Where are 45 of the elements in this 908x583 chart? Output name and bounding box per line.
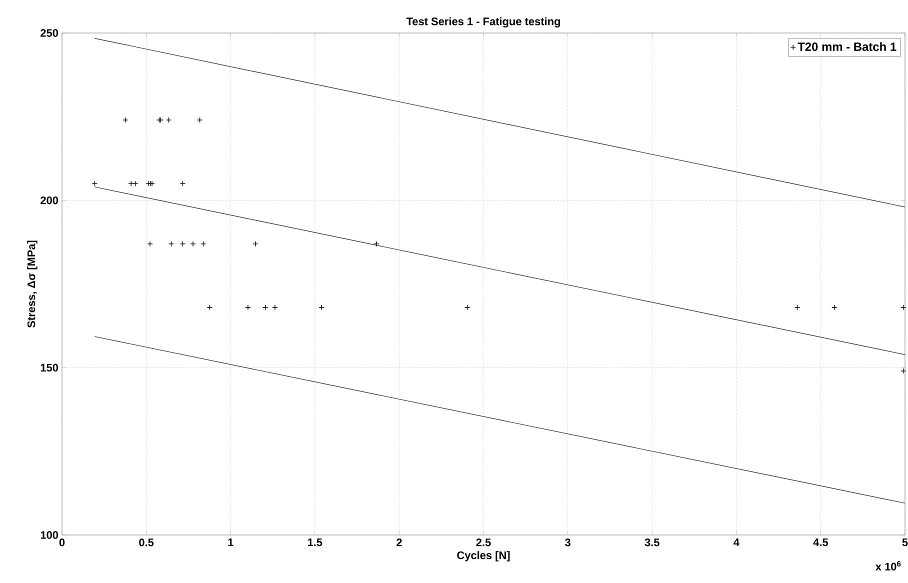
point [831,304,838,310]
point [190,240,196,247]
point [92,180,98,186]
point [180,180,186,186]
point [900,304,906,310]
x-tick-label: 4.5 [813,538,828,546]
y-tick-label: 150 [40,364,58,372]
x-tick-label: 0 [59,538,65,546]
point [252,240,258,247]
x-tick-label: 1.5 [308,538,322,546]
y-axis-title: Stress, Δσ [MPa] [27,240,38,328]
point [166,117,172,123]
point [128,180,134,186]
point [464,304,470,310]
chart-title: Test Series 1 - Fatigue testing [406,17,560,28]
point [196,117,203,123]
point [318,304,325,310]
point [122,117,128,123]
point [900,368,906,374]
legend-label: T20 mm - Batch 1 [798,42,896,51]
point [147,240,153,247]
point [168,240,174,247]
text: x 10$^{6}$ [875,561,901,571]
point [206,304,213,310]
y-tick-label: 100 [40,531,58,539]
x-tick-label: 3.5 [644,538,660,546]
y-tick-label: 250 [40,29,58,37]
x-tick-label: 4 [734,538,740,546]
point [272,304,278,310]
point [794,304,800,310]
point [200,240,206,247]
x-tick-label: 0.5 [139,538,154,546]
point [180,240,186,247]
x-tick-label: 3 [565,538,570,546]
point [245,304,251,310]
x-tick-label: 5 [902,538,908,546]
point [374,240,380,247]
x-tick-label: 1 [228,538,234,546]
x-tick-label: 2 [396,538,402,546]
x-axis-title: Cycles [N] [457,551,510,562]
point [149,180,155,186]
point [132,180,138,186]
y-tick-label: 200 [40,196,58,204]
x-tick-label: 2.5 [476,538,491,546]
point [262,304,268,310]
